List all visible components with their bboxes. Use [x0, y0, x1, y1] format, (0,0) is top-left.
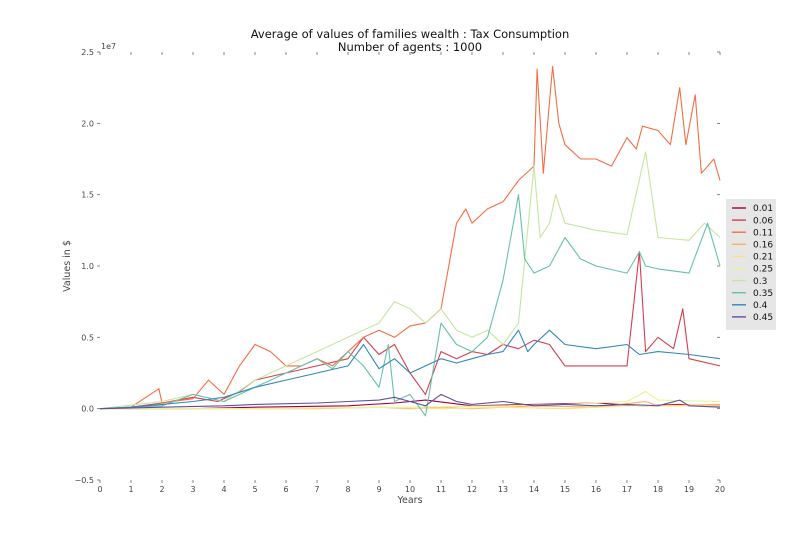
x-tick-label: 7 — [314, 485, 319, 494]
x-tick-label: 8 — [345, 485, 350, 494]
legend-label: 0.01 — [753, 204, 773, 214]
series-line-0.3 — [99, 151, 721, 410]
y-tick-label: −0.5 — [75, 476, 94, 485]
legend-label: 0.21 — [753, 253, 773, 263]
legend-label: 0.3 — [753, 277, 767, 287]
y-tick-label: 0.5 — [81, 333, 94, 342]
x-tick-label: 6 — [283, 485, 288, 494]
x-tick-label: 1 — [128, 485, 133, 494]
legend-box — [726, 199, 776, 330]
x-tick-label: 13 — [498, 485, 508, 494]
x-tick-label: 3 — [190, 485, 195, 494]
legend-label: 0.25 — [753, 265, 773, 275]
chart-subtitle: Number of agents : 1000 — [338, 40, 482, 54]
y-tick-label: 0.0 — [81, 405, 94, 414]
legend-label: 0.16 — [753, 241, 773, 251]
x-axis-label: Years — [396, 495, 422, 506]
x-tick-label: 12 — [467, 485, 477, 494]
y-axis-label: Values in $ — [62, 240, 73, 292]
legend-label: 0.45 — [753, 313, 773, 323]
x-tick-label: 18 — [653, 485, 663, 494]
y-tick-label: 2.5 — [81, 48, 94, 57]
x-tick-label: 11 — [436, 485, 446, 494]
y-tick-label: 2.0 — [81, 119, 94, 128]
x-tick-label: 10 — [405, 485, 415, 494]
chart-title: Average of values of families wealth : T… — [251, 27, 570, 41]
legend-label: 0.06 — [753, 216, 773, 226]
x-tick-label: 2 — [159, 485, 164, 494]
legend: 0.01 0.06 0.11 0.16 0.21 0.25 0.3 0.35 0.4 0.45 — [726, 199, 776, 330]
series-line-0.35 — [99, 194, 721, 417]
series-line-0.45 — [99, 393, 721, 410]
x-tick-label: 17 — [622, 485, 632, 494]
legend-label: 0.35 — [753, 289, 773, 299]
series-line-0.06 — [99, 251, 721, 410]
y-offset-label: 1e7 — [101, 42, 116, 51]
legend-label: 0.4 — [753, 301, 768, 311]
series-line-0.4 — [99, 329, 721, 410]
x-tick-label: 19 — [684, 485, 694, 494]
y-tick-label: 1.5 — [81, 191, 94, 200]
x-tick-label: 5 — [252, 485, 257, 494]
x-tick-label: 9 — [376, 485, 381, 494]
x-tick-label: 16 — [591, 485, 601, 494]
x-tick-label: 0 — [97, 485, 102, 494]
y-tick-label: 1.0 — [81, 262, 94, 271]
series-lines — [99, 65, 721, 417]
legend-label: 0.11 — [753, 228, 773, 238]
x-tick-label: 15 — [560, 485, 570, 494]
x-tick-label: 14 — [529, 485, 539, 494]
series-line-0.11 — [99, 65, 721, 410]
x-tick-label: 20 — [715, 485, 725, 494]
x-tick-label: 4 — [221, 485, 226, 494]
